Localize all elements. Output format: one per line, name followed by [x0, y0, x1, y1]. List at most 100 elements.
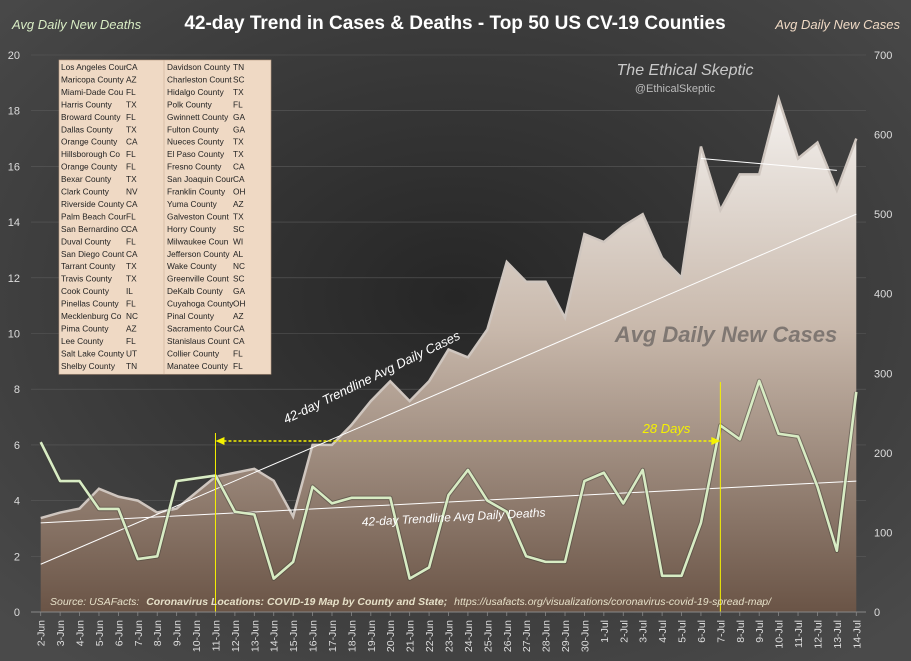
- left-tick-label: 8: [14, 384, 20, 396]
- annotation-arrowhead-left: [215, 437, 225, 445]
- x-tick-label: 30-Jun: [579, 620, 591, 652]
- county-state: FL: [126, 149, 136, 159]
- county-name: Hillsborough Co: [61, 149, 120, 159]
- county-name: Riverside County: [61, 199, 125, 209]
- left-tick-label: 2: [14, 551, 20, 563]
- left-tick-label: 6: [14, 440, 20, 452]
- county-name: Clark County: [61, 187, 110, 197]
- x-tick-label: 8-Jun: [152, 620, 164, 646]
- county-state: NC: [126, 311, 138, 321]
- county-name: Sacramento Cour: [167, 323, 232, 333]
- county-state: SC: [233, 274, 245, 284]
- county-name: Harris County: [61, 99, 113, 109]
- county-name: Franklin County: [167, 187, 226, 197]
- cases-area: [40, 98, 857, 612]
- x-tick-label: 10-Jun: [191, 620, 203, 652]
- x-tick-label: 5-Jun: [94, 620, 106, 646]
- county-name: Jefferson County: [167, 249, 230, 259]
- county-state: TX: [233, 149, 244, 159]
- county-state: TX: [126, 261, 137, 271]
- county-name: Miami-Dade Cou: [61, 87, 124, 97]
- right-tick-label: 400: [874, 289, 892, 301]
- x-tick-label: 26-Jun: [502, 620, 514, 652]
- right-tick-label: 200: [874, 448, 892, 460]
- county-state: CA: [233, 174, 245, 184]
- x-tick-label: 14-Jul: [851, 620, 863, 649]
- watermark-handle: @EthicalSkeptic: [635, 83, 716, 95]
- county-name: San Diego Count: [61, 249, 125, 259]
- x-tick-label: 12-Jul: [812, 620, 824, 649]
- x-tick-label: 13-Jul: [832, 620, 844, 649]
- right-tick-label: 700: [874, 50, 892, 62]
- source-bold: Coronavirus Locations: COVID-19 Map by C…: [146, 596, 447, 608]
- x-tick-label: 2-Jul: [618, 620, 630, 643]
- left-tick-label: 10: [8, 329, 20, 341]
- x-tick-label: 19-Jun: [366, 620, 378, 652]
- county-state: WI: [233, 236, 243, 246]
- county-state: AZ: [126, 323, 137, 333]
- left-tick-label: 12: [8, 273, 20, 285]
- x-tick-label: 20-Jun: [385, 620, 397, 652]
- county-name: Cook County: [61, 286, 110, 296]
- county-name: Stanislaus Count: [167, 336, 230, 346]
- county-state: CA: [126, 137, 138, 147]
- county-state: NV: [126, 187, 138, 197]
- x-tick-label: 29-Jun: [560, 620, 572, 652]
- x-tick-label: 28-Jun: [541, 620, 553, 652]
- x-tick-label: 3-Jul: [638, 620, 650, 643]
- x-tick-label: 14-Jun: [269, 620, 281, 652]
- county-name: Dallas County: [61, 124, 114, 134]
- county-state: AL: [233, 249, 244, 259]
- left-tick-label: 14: [8, 217, 20, 229]
- x-tick-label: 24-Jun: [463, 620, 475, 652]
- x-tick-label: 18-Jun: [346, 620, 358, 652]
- x-tick-label: 4-Jun: [75, 620, 87, 646]
- county-state: FL: [233, 361, 243, 371]
- x-tick-label: 27-Jun: [521, 620, 533, 652]
- county-name: Greenville Count: [167, 274, 229, 284]
- county-state: FL: [126, 211, 136, 221]
- county-name: Orange County: [61, 162, 118, 172]
- county-name: Collier County: [167, 348, 220, 358]
- county-name: Pima County: [61, 323, 109, 333]
- county-state: SC: [233, 224, 245, 234]
- county-state: FL: [126, 336, 136, 346]
- county-state: TX: [126, 174, 137, 184]
- county-table: Los Angeles Cour CA Davidson County TNMaric…: [58, 59, 272, 375]
- annotation-label: 28 Days: [642, 421, 691, 436]
- county-name: Hidalgo County: [167, 87, 225, 97]
- county-state: CA: [233, 162, 245, 172]
- county-state: CA: [126, 249, 138, 259]
- county-name: Duval County: [61, 236, 112, 246]
- county-name: Palm Beach Cour: [61, 211, 126, 221]
- county-state: AZ: [126, 74, 137, 84]
- county-state: TX: [233, 211, 244, 221]
- cases-area-layer: [40, 94, 858, 612]
- x-tick-label: 4-Jul: [657, 620, 669, 643]
- county-name: Pinal County: [167, 311, 215, 321]
- x-tick-label: 12-Jun: [230, 620, 242, 652]
- county-state: GA: [233, 112, 245, 122]
- county-name: Bexar County: [61, 174, 112, 184]
- county-state: GA: [233, 124, 245, 134]
- county-state: TN: [233, 62, 244, 72]
- county-state: TX: [233, 137, 244, 147]
- county-state: CA: [126, 62, 138, 72]
- x-tick-label: 1-Jul: [599, 620, 611, 643]
- county-state: FL: [126, 299, 136, 309]
- county-state: FL: [233, 99, 243, 109]
- county-state: CA: [233, 336, 245, 346]
- county-state: CA: [126, 224, 138, 234]
- x-tick-label: 6-Jul: [696, 620, 708, 643]
- county-name: Pinellas County: [61, 299, 120, 309]
- x-tick-label: 7-Jul: [715, 620, 727, 643]
- x-tick-label: 7-Jun: [133, 620, 145, 646]
- left-tick-label: 16: [8, 161, 20, 173]
- left-axis-label: Avg Daily New Deaths: [11, 17, 142, 32]
- county-table-bg: [58, 59, 272, 375]
- x-tick-label: 22-Jun: [424, 620, 436, 652]
- county-name: Mecklenburg Co: [61, 311, 122, 321]
- county-state: AZ: [233, 311, 244, 321]
- county-name: Lee County: [61, 336, 104, 346]
- county-name: Charleston Count: [167, 74, 232, 84]
